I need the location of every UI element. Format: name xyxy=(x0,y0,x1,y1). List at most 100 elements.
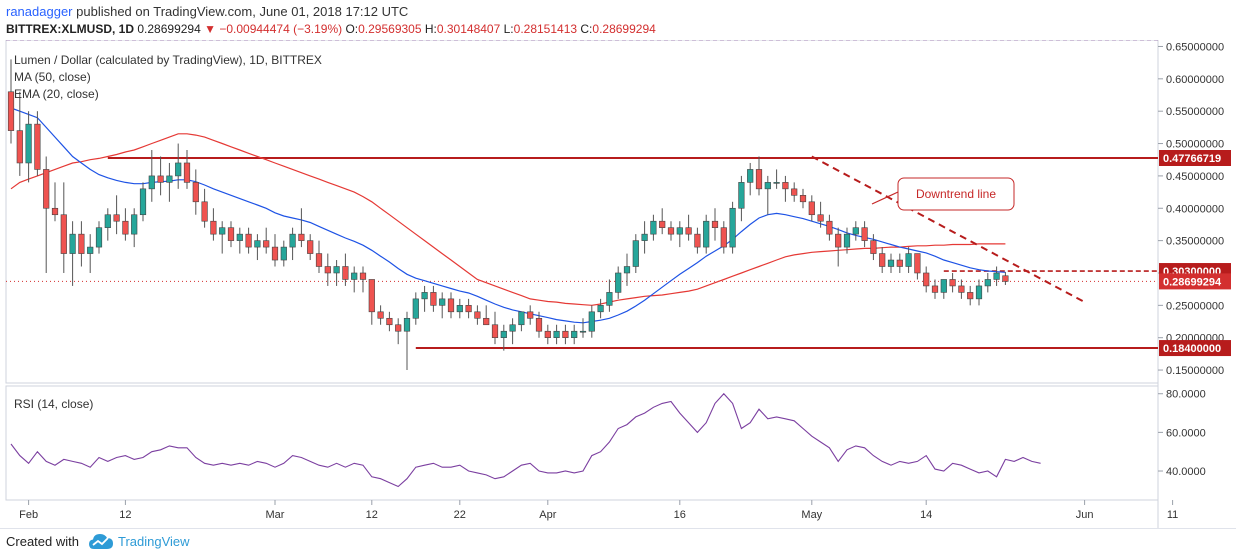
candle[interactable] xyxy=(183,150,191,189)
candle[interactable] xyxy=(60,182,67,273)
candle[interactable] xyxy=(307,234,314,261)
candle[interactable] xyxy=(166,162,173,202)
candle[interactable] xyxy=(975,279,983,306)
ema-legend[interactable]: EMA (20, close) xyxy=(14,87,99,101)
candle[interactable] xyxy=(747,162,754,196)
candle[interactable] xyxy=(694,227,701,254)
rsi-line[interactable] xyxy=(10,392,1041,488)
candle[interactable] xyxy=(764,175,771,215)
candle[interactable] xyxy=(967,285,974,306)
ema20-line[interactable] xyxy=(10,107,1006,324)
candle[interactable] xyxy=(879,247,886,273)
candle[interactable] xyxy=(483,305,490,326)
candle[interactable] xyxy=(315,240,323,273)
candle[interactable] xyxy=(720,221,727,254)
candle[interactable] xyxy=(887,253,895,273)
candle[interactable] xyxy=(368,279,375,325)
candle[interactable] xyxy=(509,318,516,345)
candle[interactable] xyxy=(588,305,595,338)
candle[interactable] xyxy=(958,279,965,299)
candle[interactable] xyxy=(711,208,719,241)
candle[interactable] xyxy=(755,156,763,196)
candle[interactable] xyxy=(263,227,270,254)
candle[interactable] xyxy=(254,234,261,261)
candle[interactable] xyxy=(659,208,666,235)
candle[interactable] xyxy=(227,221,235,248)
candle[interactable] xyxy=(861,221,868,248)
candle[interactable] xyxy=(104,208,111,241)
candle[interactable] xyxy=(597,298,604,319)
candle[interactable] xyxy=(192,169,199,215)
candle[interactable] xyxy=(78,221,85,267)
candle[interactable] xyxy=(650,214,657,241)
candle[interactable] xyxy=(403,311,411,371)
candle[interactable] xyxy=(430,285,437,312)
candle[interactable] xyxy=(289,227,296,261)
candle[interactable] xyxy=(43,156,50,273)
candle[interactable] xyxy=(518,311,525,332)
candle[interactable] xyxy=(175,143,182,189)
candle[interactable] xyxy=(236,227,243,254)
candle[interactable] xyxy=(535,311,543,338)
candle[interactable] xyxy=(808,195,815,222)
candle[interactable] xyxy=(421,285,428,312)
candle[interactable] xyxy=(553,324,560,345)
candle[interactable] xyxy=(500,324,507,351)
candle[interactable] xyxy=(342,253,349,286)
candle[interactable] xyxy=(245,227,252,254)
candle[interactable] xyxy=(931,279,939,299)
candle[interactable] xyxy=(544,324,551,345)
candle[interactable] xyxy=(685,214,692,241)
candle[interactable] xyxy=(131,208,138,248)
candle[interactable] xyxy=(905,247,912,273)
candle[interactable] xyxy=(271,234,279,267)
candle[interactable] xyxy=(351,266,358,293)
tradingview-cloud-icon[interactable] xyxy=(88,532,114,552)
price-chart[interactable]: 0.150000000.200000000.250000000.30000000… xyxy=(0,40,1236,528)
candle[interactable] xyxy=(791,182,798,202)
downtrend-line[interactable] xyxy=(811,155,1086,303)
candle[interactable] xyxy=(25,111,32,183)
candle[interactable] xyxy=(7,59,15,144)
candle[interactable] xyxy=(280,240,287,267)
candle[interactable] xyxy=(69,221,76,286)
candle[interactable] xyxy=(210,208,217,241)
candle[interactable] xyxy=(51,182,59,222)
author-link[interactable]: ranadagger xyxy=(6,4,73,19)
candle[interactable] xyxy=(676,221,683,248)
ma50-line[interactable] xyxy=(10,133,1006,306)
candle[interactable] xyxy=(641,221,648,254)
candle[interactable] xyxy=(773,169,780,189)
candle[interactable] xyxy=(896,253,903,273)
candle[interactable] xyxy=(395,318,402,345)
candle[interactable] xyxy=(667,221,675,241)
candle[interactable] xyxy=(148,150,155,202)
candle[interactable] xyxy=(826,214,833,241)
candle[interactable] xyxy=(817,201,824,228)
candle[interactable] xyxy=(377,305,384,325)
candle[interactable] xyxy=(615,266,622,299)
candle[interactable] xyxy=(95,221,103,254)
candle[interactable] xyxy=(439,292,446,319)
candle[interactable] xyxy=(1002,272,1009,285)
candle[interactable] xyxy=(491,311,499,345)
candle[interactable] xyxy=(139,182,147,222)
candle[interactable] xyxy=(940,279,947,299)
candle[interactable] xyxy=(562,324,569,345)
candle[interactable] xyxy=(799,188,807,209)
candle[interactable] xyxy=(923,266,930,293)
candle[interactable] xyxy=(571,324,578,345)
candle[interactable] xyxy=(474,305,481,325)
candle[interactable] xyxy=(447,292,455,319)
candle[interactable] xyxy=(456,298,463,319)
candle[interactable] xyxy=(870,234,877,261)
rsi-legend[interactable]: RSI (14, close) xyxy=(14,397,93,411)
candle[interactable] xyxy=(606,279,613,312)
candle[interactable] xyxy=(324,253,331,286)
candle[interactable] xyxy=(333,260,340,286)
candle[interactable] xyxy=(914,253,921,280)
candle[interactable] xyxy=(122,208,129,241)
candle[interactable] xyxy=(298,208,305,248)
candle[interactable] xyxy=(782,175,789,202)
downtrend-annotation[interactable]: Downtrend line xyxy=(871,177,1015,211)
